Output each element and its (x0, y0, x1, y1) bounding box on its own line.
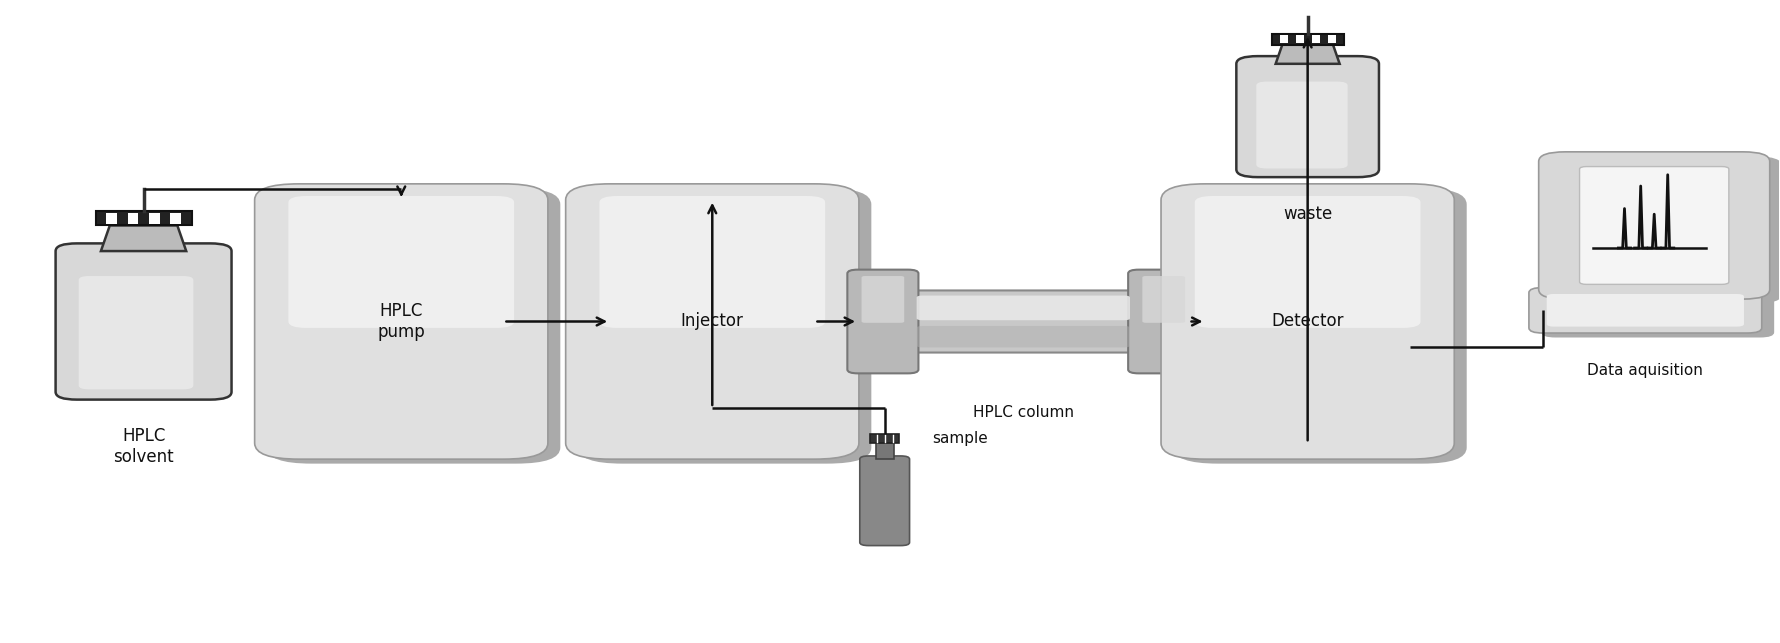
Text: Detector: Detector (1271, 312, 1344, 331)
FancyBboxPatch shape (255, 184, 548, 459)
FancyBboxPatch shape (600, 196, 826, 328)
FancyBboxPatch shape (78, 276, 194, 390)
FancyBboxPatch shape (1129, 269, 1200, 374)
FancyBboxPatch shape (566, 184, 860, 459)
Text: HPLC column: HPLC column (974, 404, 1073, 420)
Polygon shape (1276, 44, 1340, 64)
FancyBboxPatch shape (897, 291, 1150, 352)
FancyBboxPatch shape (847, 269, 918, 374)
FancyBboxPatch shape (1161, 184, 1454, 459)
FancyBboxPatch shape (1257, 82, 1347, 168)
FancyBboxPatch shape (917, 296, 1130, 320)
Text: Data aquisition: Data aquisition (1588, 363, 1703, 378)
Text: HPLC
solvent: HPLC solvent (114, 427, 174, 466)
Polygon shape (1328, 35, 1335, 43)
FancyBboxPatch shape (267, 188, 561, 464)
FancyBboxPatch shape (862, 276, 904, 323)
FancyBboxPatch shape (1579, 167, 1728, 284)
Polygon shape (1312, 35, 1319, 43)
Polygon shape (876, 443, 894, 459)
Polygon shape (128, 213, 139, 224)
FancyBboxPatch shape (55, 244, 231, 399)
FancyBboxPatch shape (1550, 156, 1780, 303)
Polygon shape (1280, 35, 1287, 43)
FancyBboxPatch shape (1538, 152, 1769, 299)
FancyBboxPatch shape (917, 326, 1130, 347)
FancyBboxPatch shape (1237, 56, 1380, 177)
Polygon shape (1296, 35, 1303, 43)
Polygon shape (101, 226, 187, 251)
FancyBboxPatch shape (578, 188, 872, 464)
Text: Injector: Injector (680, 312, 744, 331)
Polygon shape (150, 213, 160, 224)
Text: waste: waste (1283, 204, 1331, 222)
Polygon shape (870, 433, 899, 443)
FancyBboxPatch shape (288, 196, 514, 328)
Polygon shape (1271, 34, 1344, 44)
Polygon shape (171, 213, 182, 224)
FancyBboxPatch shape (1541, 292, 1775, 338)
FancyBboxPatch shape (1143, 276, 1185, 323)
FancyBboxPatch shape (1529, 287, 1762, 333)
Polygon shape (96, 212, 192, 226)
Text: HPLC
pump: HPLC pump (377, 302, 425, 341)
FancyBboxPatch shape (860, 456, 910, 545)
FancyBboxPatch shape (1194, 196, 1420, 328)
Polygon shape (107, 213, 117, 224)
Text: sample: sample (933, 431, 988, 446)
FancyBboxPatch shape (1547, 294, 1744, 327)
FancyBboxPatch shape (1173, 188, 1467, 464)
